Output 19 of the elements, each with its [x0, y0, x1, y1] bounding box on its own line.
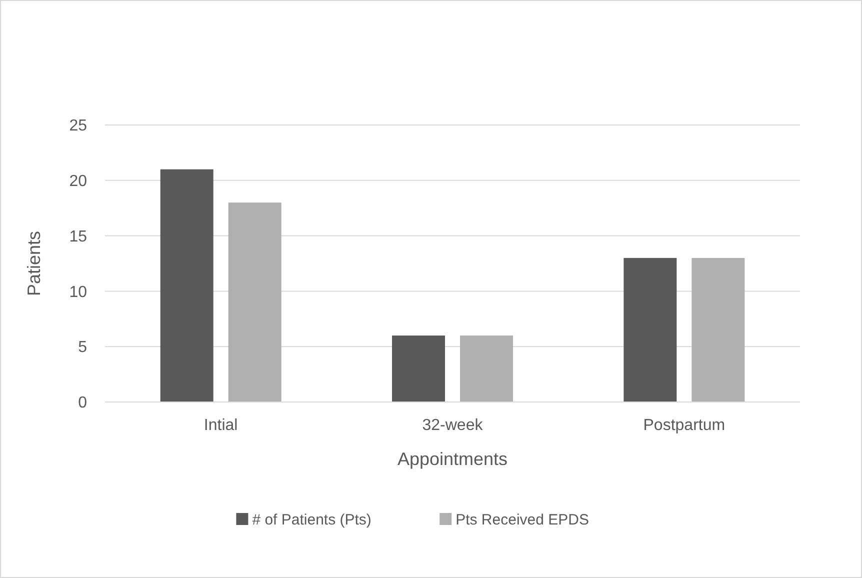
y-tick-label: 5 — [78, 339, 88, 356]
legend-label: Pts Received EPDS — [456, 511, 589, 528]
y-tick-label: 25 — [69, 118, 88, 135]
bar — [228, 202, 282, 402]
bar — [392, 336, 445, 402]
x-tick-label: Intial — [204, 417, 238, 434]
y-tick-label: 20 — [69, 173, 88, 190]
x-axis-title: Appointments — [397, 449, 508, 469]
y-tick-label: 15 — [69, 228, 88, 246]
y-tick-label: 10 — [69, 284, 88, 301]
bar — [692, 258, 745, 402]
bar — [160, 169, 214, 402]
bar — [460, 336, 513, 402]
y-axis-title: Patients — [24, 230, 44, 296]
x-tick-label: Postpartum — [643, 417, 726, 434]
legend-label: # of Patients (Pts) — [252, 511, 372, 528]
y-tick-label: 0 — [78, 394, 88, 412]
x-tick-label: 32-week — [422, 417, 484, 434]
bar — [624, 258, 677, 402]
